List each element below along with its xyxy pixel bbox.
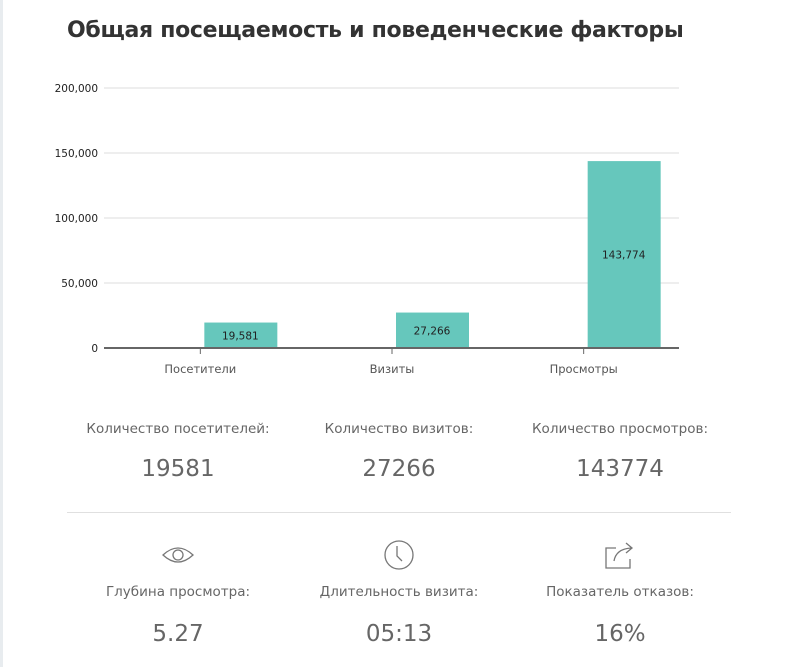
y-tick-label: 50,000 <box>61 278 98 290</box>
bar-chart: 0 50,000 100,000 150,000 200,000 19,581 Посети… <box>55 83 679 376</box>
x-tick-label: Посетители <box>164 362 236 376</box>
eye-icon <box>162 547 194 563</box>
depth-label: Глубина просмотра: <box>105 584 251 600</box>
y-tick-label: 0 <box>91 343 98 355</box>
y-tick-label: 100,000 <box>55 213 98 225</box>
divider <box>67 512 731 513</box>
bar <box>396 312 469 348</box>
data-label: 143,774 <box>602 250 646 262</box>
y-tick-label: 150,000 <box>55 148 98 160</box>
visits-value: 27266 <box>362 456 436 482</box>
data-label: 27,266 <box>414 325 451 337</box>
left-edge <box>0 0 3 667</box>
duration-value: 05:13 <box>365 621 433 647</box>
share-icon <box>605 542 634 569</box>
views-label: Количество просмотров: <box>531 421 709 437</box>
visitors-label: Количество посетителей: <box>86 421 270 437</box>
bar <box>587 161 661 348</box>
bar <box>204 322 278 348</box>
x-tick-label: Просмотры <box>550 362 618 376</box>
x-tick-label: Визиты <box>370 362 415 376</box>
bounce-value: 16% <box>594 621 646 647</box>
views-value: 143774 <box>576 456 664 482</box>
visits-label: Количество визитов: <box>324 421 474 437</box>
y-tick-label: 200,000 <box>55 83 98 95</box>
bounce-label: Показатель отказов: <box>546 584 694 600</box>
clock-icon <box>384 540 414 570</box>
visitors-value: 19581 <box>141 456 215 482</box>
depth-value: 5.27 <box>152 621 204 647</box>
data-label: 19,581 <box>222 330 259 342</box>
page-title: Общая посещаемость и поведенческие факто… <box>67 18 684 43</box>
duration-label: Длительность визита: <box>319 584 479 600</box>
